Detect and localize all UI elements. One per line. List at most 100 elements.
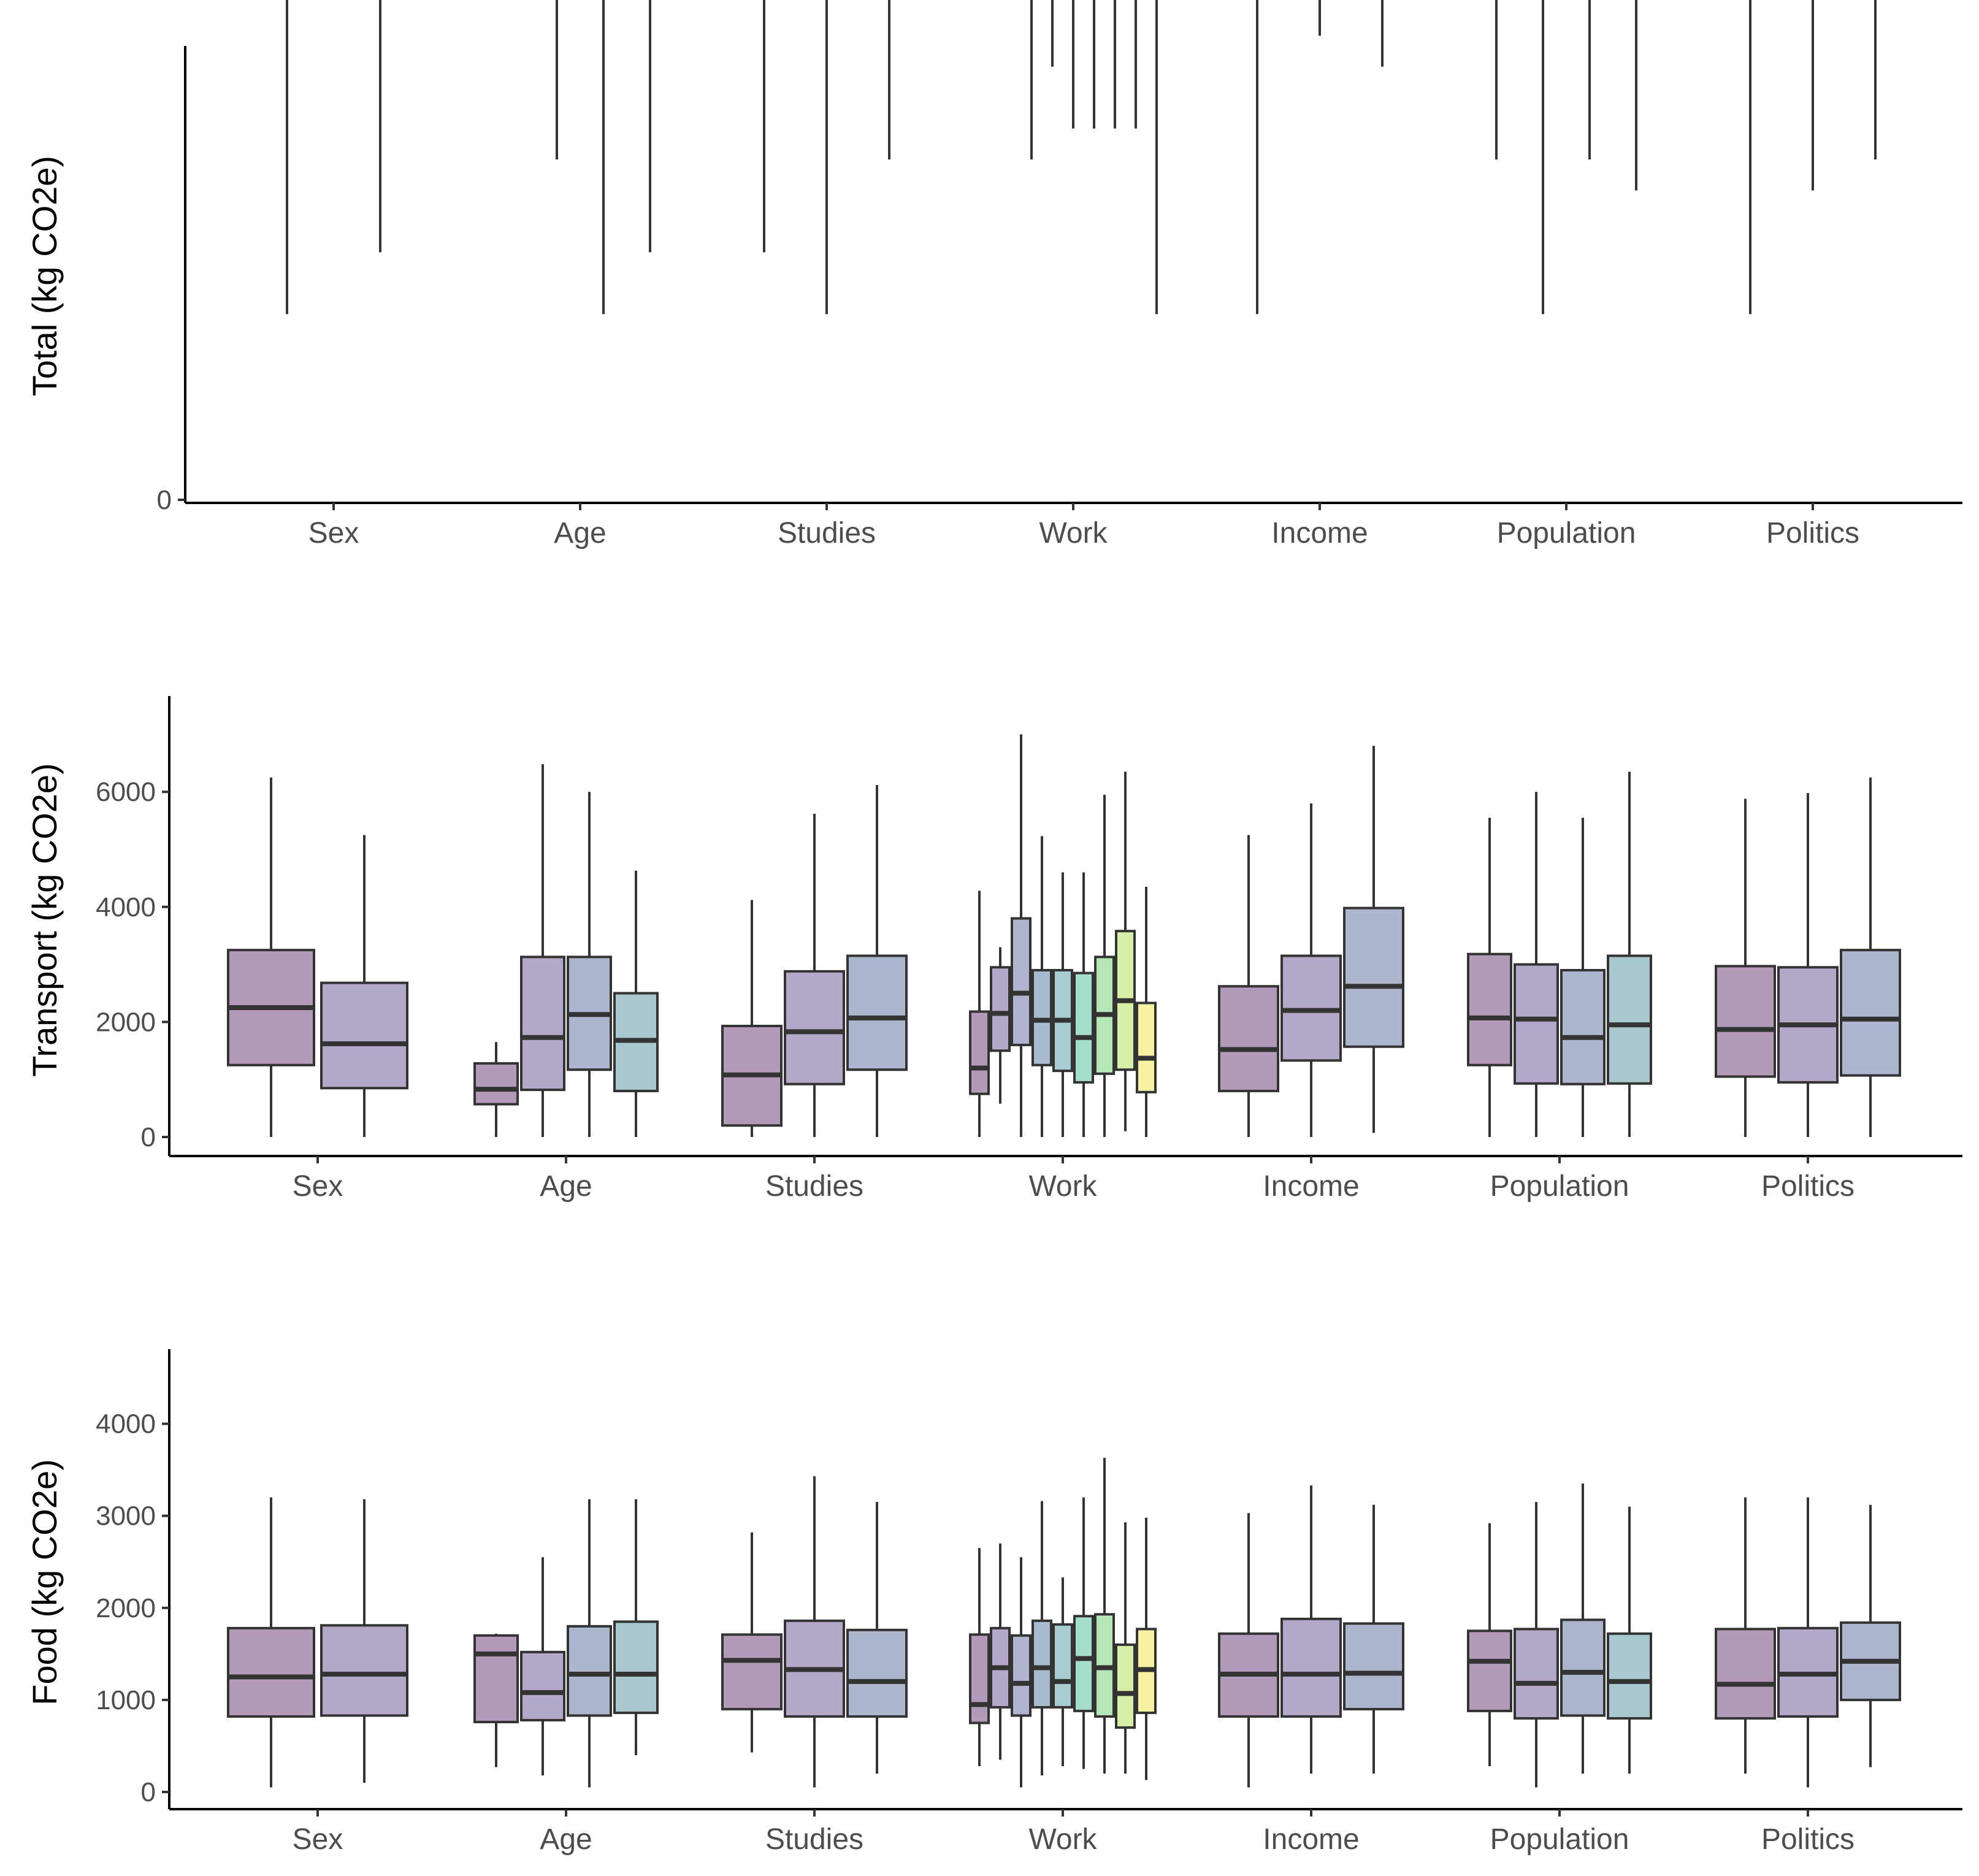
category-population bbox=[1467, 771, 1652, 1137]
category-politics bbox=[1749, 0, 1877, 315]
box-body bbox=[520, 955, 565, 1092]
box-income-3 bbox=[1343, 746, 1404, 1133]
box-population-2 bbox=[1542, 0, 1544, 315]
category-income bbox=[1218, 746, 1404, 1137]
x-tick-label: Age bbox=[540, 1170, 592, 1203]
category-sex bbox=[227, 777, 408, 1137]
x-tick-label: Age bbox=[540, 1823, 592, 1856]
box-population-1 bbox=[1495, 0, 1498, 160]
y-axis-title: Transport (kg CO2e) bbox=[25, 763, 64, 1076]
box-body bbox=[1840, 949, 1901, 1077]
box-body bbox=[1514, 1628, 1559, 1720]
category-income bbox=[1256, 0, 1384, 315]
x-tick-label: Sex bbox=[293, 1170, 343, 1203]
box-income-1 bbox=[1218, 1513, 1279, 1788]
box-body bbox=[1343, 906, 1404, 1048]
box-studies-1 bbox=[763, 0, 765, 253]
y-tick-label: 0 bbox=[157, 485, 172, 515]
box-age-3 bbox=[567, 1499, 612, 1788]
box-body bbox=[567, 1625, 612, 1717]
x-tick-label: Income bbox=[1271, 517, 1368, 549]
box-work-7 bbox=[1094, 1458, 1115, 1774]
box-income-2 bbox=[1280, 1485, 1342, 1774]
box-body bbox=[1514, 963, 1559, 1085]
category-work bbox=[969, 1458, 1157, 1788]
box-sex-1 bbox=[227, 777, 315, 1137]
box-work-8 bbox=[1115, 1522, 1136, 1774]
box-population-3 bbox=[1560, 817, 1606, 1137]
box-age-3 bbox=[602, 0, 605, 315]
box-work-4 bbox=[1032, 836, 1052, 1137]
box-body bbox=[473, 1634, 519, 1723]
panel-3: 0 1000 2000 3000 4000 Food (kg CO2e) Sex Age Stu… bbox=[25, 1349, 1962, 1856]
box-age-1 bbox=[473, 1633, 519, 1767]
box-studies-2 bbox=[784, 1476, 845, 1788]
box-studies-2 bbox=[825, 0, 828, 315]
box-body bbox=[1032, 968, 1052, 1066]
y-tick-label: 2000 bbox=[96, 1007, 156, 1037]
box-work-7 bbox=[1114, 0, 1116, 129]
box-population-1 bbox=[1467, 817, 1512, 1137]
y-axis-title: Food (kg CO2e) bbox=[25, 1459, 64, 1706]
y-tick-label: 4000 bbox=[96, 892, 156, 922]
box-work-6 bbox=[1093, 0, 1095, 129]
x-tick-label: Studies bbox=[765, 1823, 863, 1856]
box-work-8 bbox=[1135, 0, 1137, 129]
box-body bbox=[1136, 1001, 1157, 1093]
box-population-1 bbox=[1467, 1523, 1512, 1766]
box-studies-3 bbox=[846, 784, 908, 1137]
x-tick-label: Politics bbox=[1766, 517, 1859, 549]
box-work-9 bbox=[1136, 1517, 1157, 1780]
box-work-9 bbox=[1136, 886, 1157, 1137]
y-tick-label: 2000 bbox=[96, 1593, 156, 1623]
box-body bbox=[1467, 1629, 1512, 1712]
box-work-4 bbox=[1032, 1501, 1052, 1775]
box-income-2 bbox=[1280, 803, 1342, 1137]
category-age bbox=[556, 0, 651, 315]
box-body bbox=[227, 1626, 315, 1718]
category-studies bbox=[721, 1476, 908, 1788]
box-sex-2 bbox=[320, 1499, 408, 1783]
x-tick-label: Politics bbox=[1761, 1823, 1855, 1856]
box-work-3 bbox=[1030, 0, 1033, 160]
box-body bbox=[1073, 1615, 1094, 1712]
box-work-6 bbox=[1073, 872, 1094, 1137]
box-politics-1 bbox=[1715, 798, 1776, 1137]
category-age bbox=[473, 764, 659, 1137]
box-body bbox=[1467, 952, 1512, 1066]
box-income-2 bbox=[1319, 0, 1321, 36]
box-body bbox=[1715, 965, 1776, 1078]
category-age bbox=[473, 1499, 659, 1788]
y-axis-title: Total (kg CO2e) bbox=[25, 156, 64, 396]
category-income bbox=[1218, 1485, 1404, 1788]
y-tick-label: 6000 bbox=[96, 777, 156, 807]
y-tick-label: 4000 bbox=[96, 1409, 156, 1439]
category-sex bbox=[286, 0, 381, 315]
box-work-1 bbox=[969, 1548, 990, 1766]
box-body bbox=[1280, 1617, 1342, 1718]
box-body bbox=[1560, 1618, 1606, 1717]
box-politics-1 bbox=[1715, 1497, 1776, 1774]
x-tick-label: Age bbox=[554, 517, 606, 549]
box-sex-2 bbox=[379, 0, 381, 253]
box-body bbox=[1011, 917, 1032, 1046]
box-age-2 bbox=[556, 0, 558, 160]
box-work-8 bbox=[1115, 771, 1136, 1131]
box-work-6 bbox=[1073, 1497, 1094, 1769]
box-body bbox=[613, 1620, 659, 1714]
y-tick-label: 1000 bbox=[96, 1685, 156, 1715]
x-tick-label: Income bbox=[1263, 1823, 1359, 1856]
box-body bbox=[473, 1062, 519, 1106]
box-population-4 bbox=[1607, 771, 1652, 1137]
box-sex-1 bbox=[286, 0, 288, 315]
category-studies bbox=[721, 784, 908, 1137]
box-income-1 bbox=[1218, 835, 1279, 1137]
box-population-3 bbox=[1588, 0, 1591, 160]
box-body bbox=[846, 954, 908, 1071]
x-tick-label: Politics bbox=[1761, 1170, 1855, 1203]
box-body bbox=[1052, 1623, 1073, 1709]
box-work-3 bbox=[1011, 734, 1032, 1137]
box-work-4 bbox=[1051, 0, 1054, 67]
box-body bbox=[969, 1010, 990, 1095]
